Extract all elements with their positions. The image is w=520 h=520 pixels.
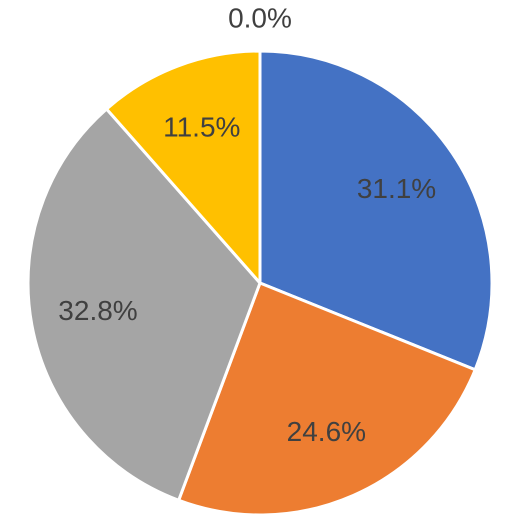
data-label: 24.6% [287, 416, 366, 447]
pie-slice [105, 49, 262, 285]
data-label: 31.1% [357, 173, 436, 204]
pie-slice [258, 49, 494, 372]
pie-slice [26, 107, 262, 502]
data-label: 11.5% [163, 111, 240, 142]
data-label: 0.0% [228, 2, 292, 33]
data-label: 32.8% [58, 295, 137, 326]
pie-slice [177, 281, 477, 517]
